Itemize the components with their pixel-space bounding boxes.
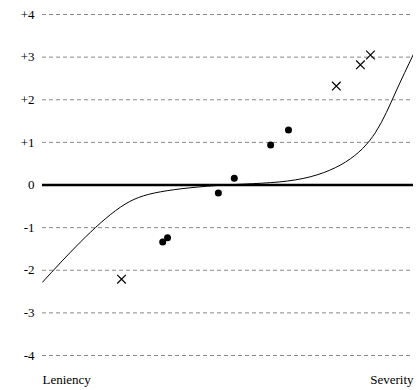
svg-text:+3: +3 bbox=[21, 49, 35, 64]
svg-text:-2: -2 bbox=[24, 262, 35, 277]
svg-text:+4: +4 bbox=[21, 7, 35, 22]
svg-text:+2: +2 bbox=[21, 92, 35, 107]
svg-text:Severity: Severity bbox=[370, 372, 414, 387]
svg-text:-3: -3 bbox=[24, 305, 35, 320]
svg-text:+1: +1 bbox=[21, 135, 35, 150]
svg-text:0: 0 bbox=[28, 177, 35, 192]
svg-text:-1: -1 bbox=[24, 220, 35, 235]
svg-text:-4: -4 bbox=[24, 348, 35, 363]
svg-text:Leniency: Leniency bbox=[43, 372, 92, 387]
